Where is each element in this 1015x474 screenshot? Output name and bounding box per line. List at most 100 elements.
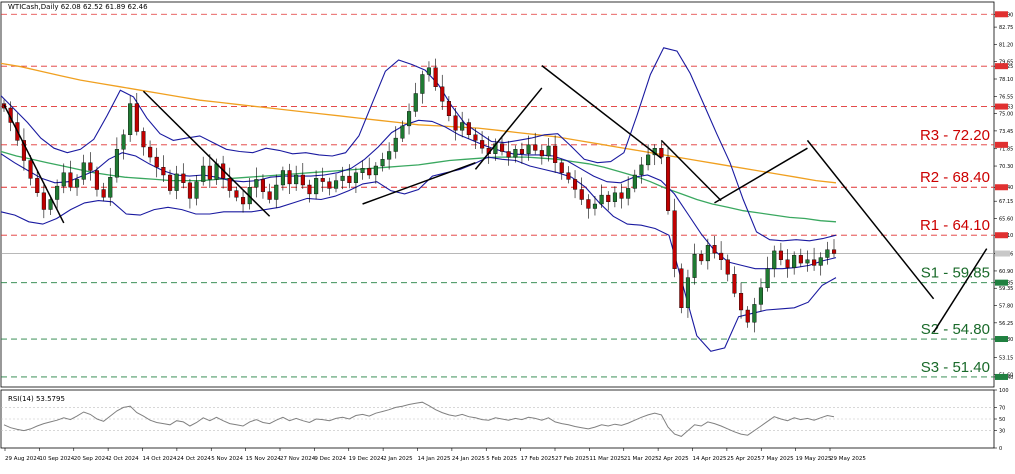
candle-up: [825, 249, 830, 258]
level-price-tag: [995, 103, 1008, 110]
candle-up: [546, 145, 551, 157]
resistance-level-label: R1 - 64.10: [920, 217, 990, 234]
y-tick-label: 59.35: [999, 286, 1013, 292]
candle-up: [294, 174, 299, 185]
candle-up: [407, 111, 412, 127]
candle-down: [141, 131, 146, 148]
candle-up: [413, 93, 418, 112]
candle-down: [812, 259, 817, 266]
x-tick-label: 29 Aug 2024: [5, 456, 41, 462]
candle-down: [300, 174, 305, 186]
x-tick-label: 2 Apr 2025: [658, 456, 689, 462]
x-tick-label: 19 May 2025: [796, 456, 832, 462]
candle-down: [327, 181, 332, 189]
x-tick-label: 14 Jan 2025: [418, 456, 451, 462]
candle-down: [134, 103, 139, 132]
candle-down: [500, 143, 505, 152]
level-price-tag: [995, 279, 1008, 286]
y-tick-label: 71.85: [999, 147, 1013, 153]
candle-down: [446, 101, 452, 117]
y-tick-label: 82.75: [999, 25, 1013, 31]
candle-down: [473, 134, 478, 141]
candle-down: [832, 249, 837, 254]
candle-down: [559, 162, 564, 173]
x-tick-label: 14 Apr 2025: [693, 456, 728, 462]
candle-up: [460, 122, 465, 131]
candle-up: [420, 74, 425, 94]
candle-up: [752, 304, 757, 323]
rsi-tick-label: 30: [999, 429, 1005, 435]
candle-down: [785, 259, 790, 268]
candle-up: [493, 143, 498, 154]
trendline: [714, 147, 808, 204]
y-tick-label: 79.65: [999, 60, 1013, 66]
candle-down: [712, 245, 717, 254]
trendline: [3, 104, 65, 224]
rsi-tick-label: 50: [999, 417, 1005, 423]
level-price-tag: [995, 63, 1008, 70]
trendline: [362, 161, 476, 205]
candle-down: [260, 179, 266, 192]
candle-down: [440, 86, 445, 102]
candle-down: [519, 149, 524, 155]
y-tick-label: 73.45: [999, 129, 1013, 135]
moving-average-green: [0, 150, 837, 223]
candle-up: [373, 165, 378, 176]
candle-up: [280, 170, 286, 186]
candle-up: [353, 172, 359, 183]
x-tick-label: 17 Feb 2025: [521, 456, 556, 462]
candle-down: [672, 210, 677, 269]
candle-up: [274, 184, 279, 200]
candle-down: [101, 189, 106, 198]
candle-down: [719, 252, 724, 261]
x-tick-label: 2 Oct 2024: [108, 456, 139, 462]
candle-down: [659, 147, 664, 158]
trendline: [806, 139, 935, 300]
candle-up: [805, 259, 810, 264]
x-tick-label: 9 Dec 2024: [314, 456, 346, 462]
candle-up: [400, 125, 405, 139]
y-tick-label: 60.90: [999, 269, 1013, 275]
candle-up: [772, 250, 777, 269]
x-tick-label: 2 Jan 2025: [383, 456, 413, 462]
resistance-level-label: R3 - 72.20: [920, 127, 990, 144]
y-tick-label: 70.30: [999, 164, 1013, 170]
candle-down: [778, 250, 783, 260]
candle-up: [114, 149, 119, 178]
candle-down: [234, 190, 239, 198]
x-tick-label: 14 Oct 2024: [143, 456, 178, 462]
candle-down: [579, 189, 584, 200]
x-tick-label: 25 Apr 2025: [727, 456, 762, 462]
candle-up: [592, 203, 597, 209]
candle-up: [174, 173, 179, 191]
trendline: [541, 65, 662, 159]
y-tick-label: 76.55: [999, 94, 1013, 100]
level-price-tag: [995, 373, 1008, 380]
candle-up: [214, 163, 219, 180]
candle-down: [68, 172, 73, 188]
x-tick-label: 7 May 2025: [761, 456, 794, 462]
candle-up: [758, 287, 763, 305]
x-tick-label: 19 Dec 2024: [349, 456, 385, 462]
level-price-tag: [995, 336, 1008, 343]
x-tick-label: 5 Feb 2025: [486, 456, 517, 462]
candle-down: [745, 309, 750, 323]
candle-down: [480, 140, 485, 149]
candle-up: [314, 178, 319, 195]
candle-up: [646, 154, 651, 166]
candle-down: [506, 151, 511, 158]
y-tick-label: 75.00: [999, 112, 1013, 118]
candle-down: [732, 274, 737, 294]
candle-down: [619, 192, 624, 199]
candle-down: [347, 175, 352, 184]
rsi-tick-label: 100: [999, 388, 1009, 394]
x-tick-label: 27 Feb 2025: [555, 456, 590, 462]
candle-up: [61, 172, 66, 187]
candle-down: [88, 162, 93, 171]
last-price-tag: [995, 250, 1010, 257]
candle-up: [599, 194, 604, 205]
candle-down: [679, 268, 684, 309]
candle-down: [539, 150, 544, 157]
candle-down: [167, 174, 173, 191]
candle-down: [187, 182, 193, 199]
